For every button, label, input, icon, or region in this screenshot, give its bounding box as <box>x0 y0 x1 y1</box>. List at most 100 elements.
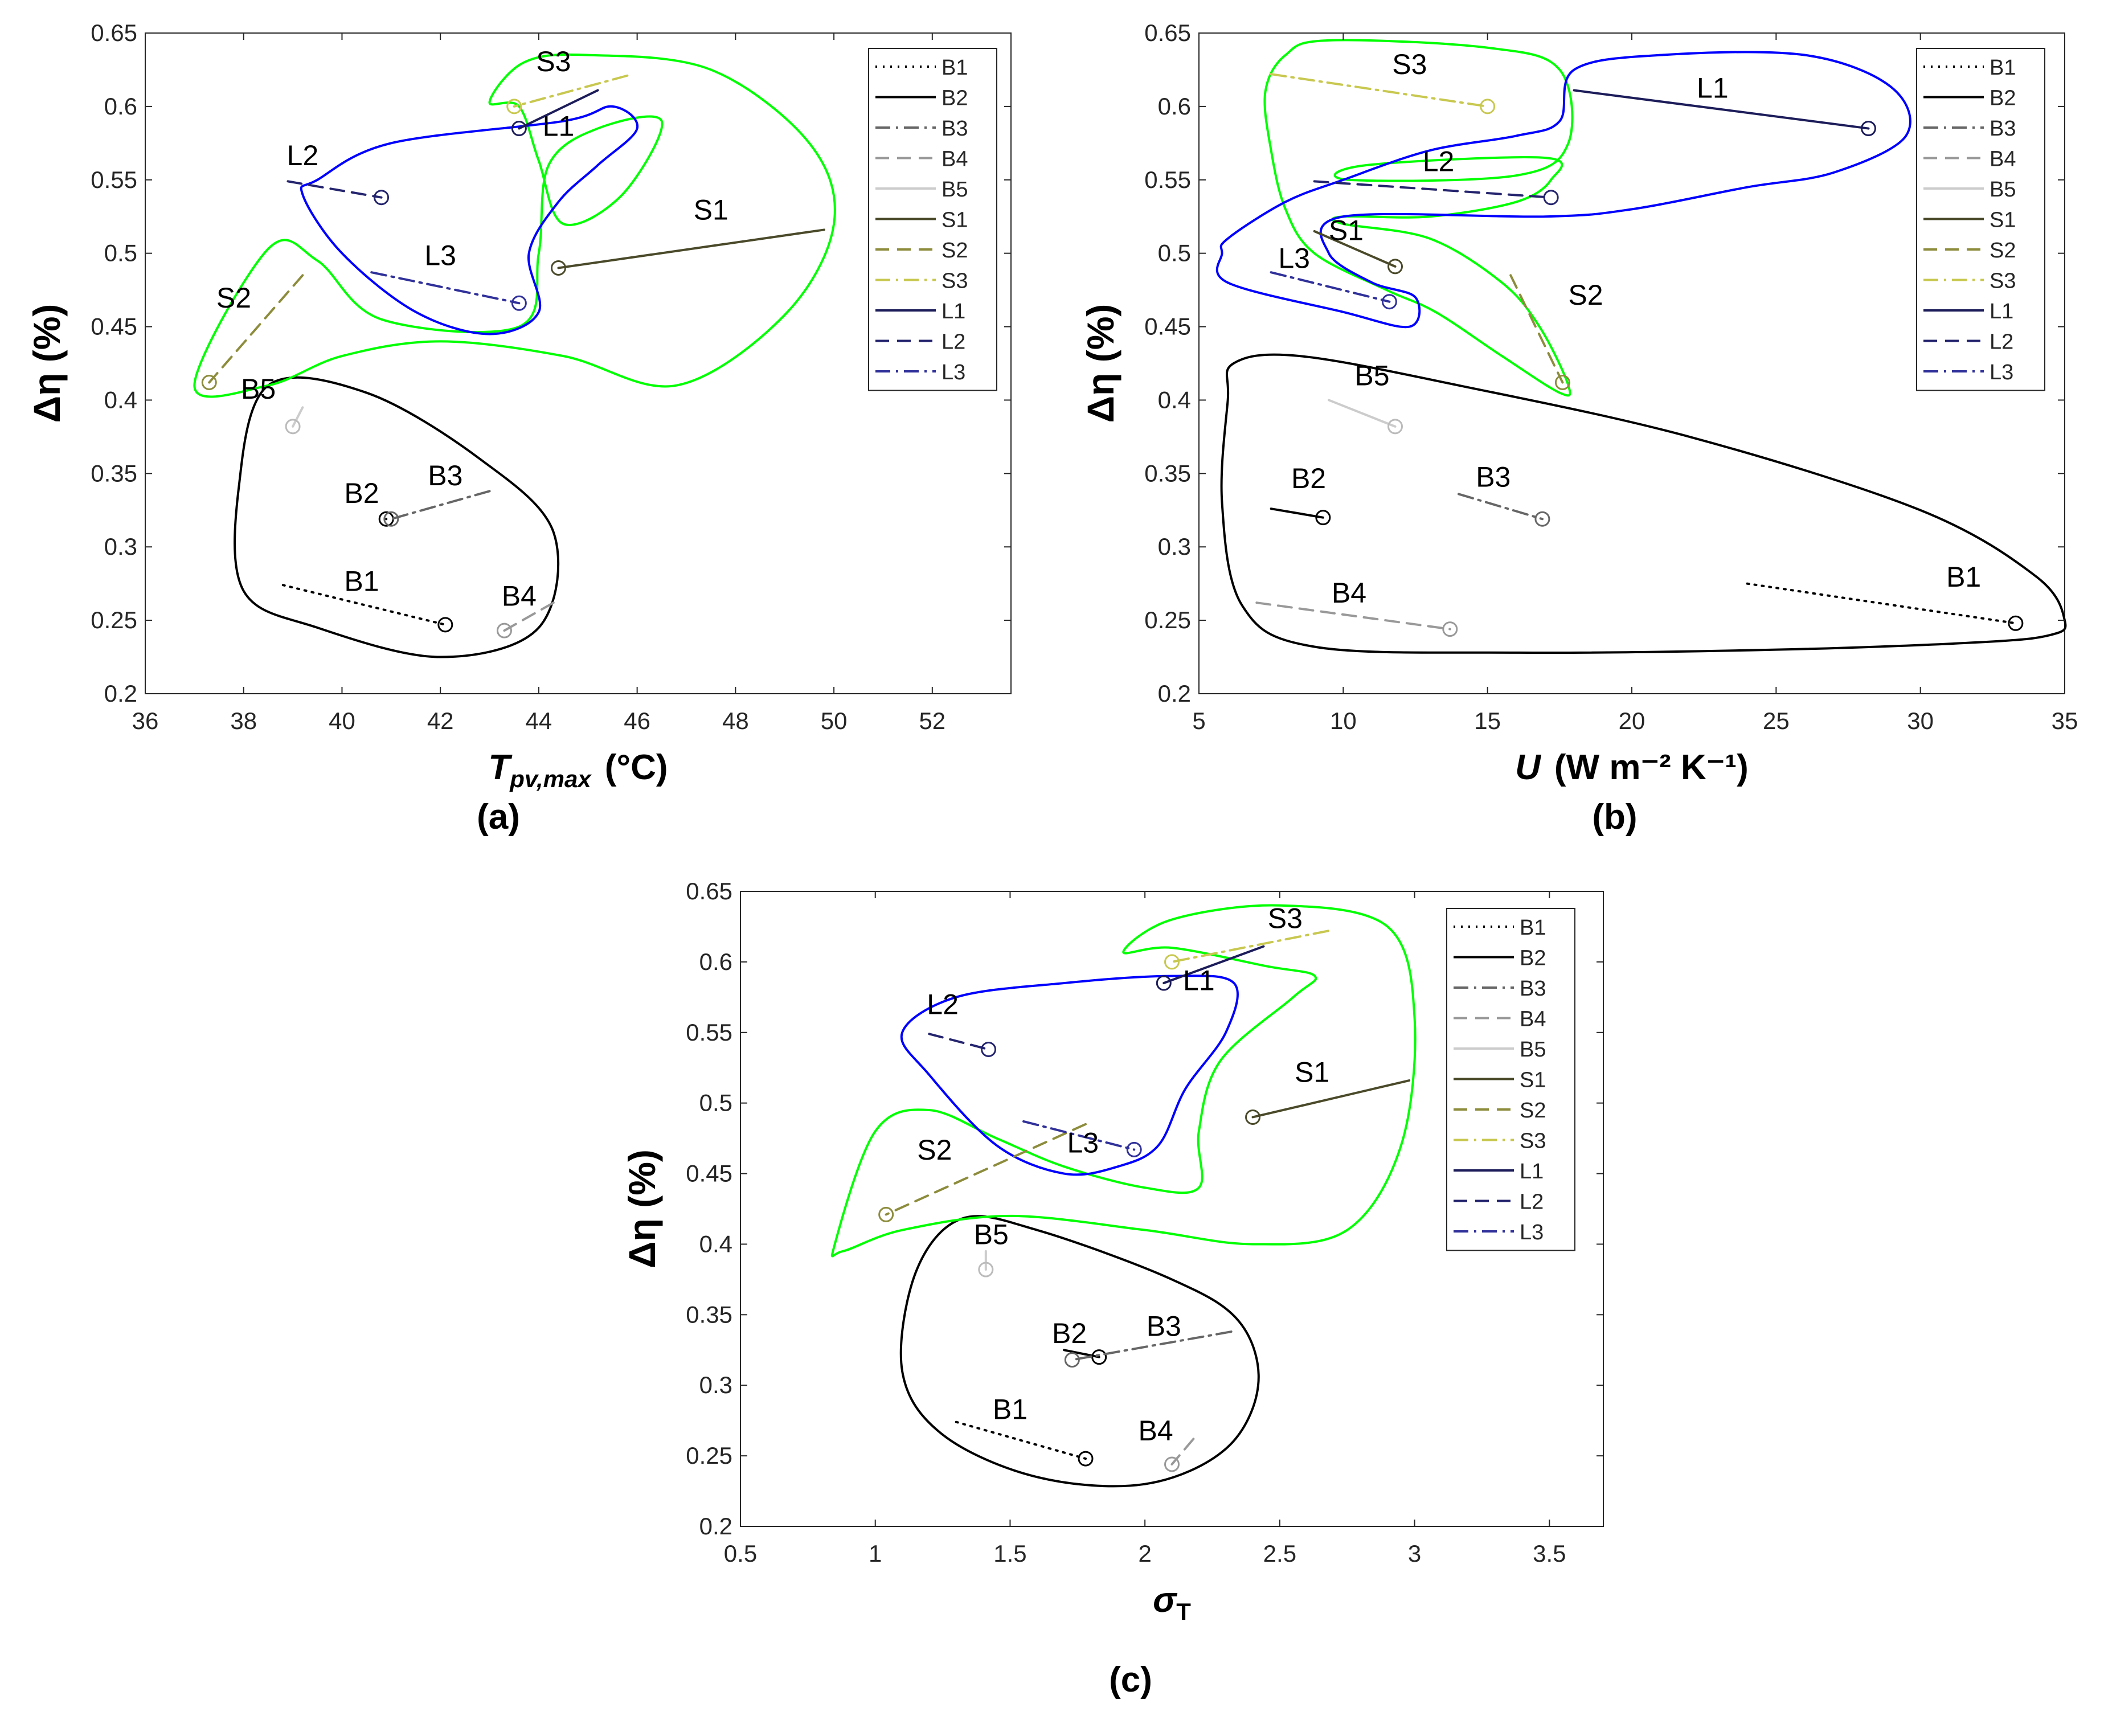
series-label-S1: S1 <box>694 194 728 226</box>
x-tick-label: 50 <box>821 707 848 734</box>
x-tick-label: 46 <box>624 707 650 734</box>
series-label-B5: B5 <box>1354 360 1389 392</box>
y-tick-label: 0.65 <box>686 878 732 904</box>
x-tick-label: 25 <box>1763 707 1790 734</box>
series-line-L2 <box>1313 180 1553 199</box>
x-tick-label: 40 <box>329 707 355 734</box>
series-label-L2: L2 <box>287 140 319 171</box>
y-tick-label: 0.4 <box>104 386 137 413</box>
series-marker-S1 <box>1387 259 1403 275</box>
legend: B1 B2 B3 B4 B5 S1 S2 S3 L1 L2 L3 <box>1446 908 1575 1251</box>
series-label-S3: S3 <box>536 46 571 77</box>
series-marker-B3 <box>1534 511 1550 527</box>
series-label-L2: L2 <box>1423 145 1455 177</box>
series-line-L3 <box>1022 1120 1136 1151</box>
series-label-L2: L2 <box>927 989 959 1021</box>
series-line-B4 <box>503 601 555 632</box>
series-line-B5 <box>1328 399 1397 428</box>
series-marker-L3 <box>1126 1141 1142 1157</box>
y-axis-label: Δη (%) <box>621 1149 663 1268</box>
series-line-S3 <box>1170 930 1330 963</box>
legend-entry-B3: B3 <box>1520 977 1546 1001</box>
y-tick-label: 0.45 <box>1144 313 1191 340</box>
series-marker-S3 <box>506 99 522 114</box>
series-line-S1 <box>557 228 825 269</box>
legend-entry-S3: S3 <box>1520 1129 1546 1153</box>
series-line-L1 <box>1162 945 1265 985</box>
y-tick-label: 0.6 <box>104 93 137 120</box>
y-tick-label: 0.5 <box>699 1090 732 1116</box>
legend-entry-L3: L3 <box>1520 1221 1544 1244</box>
series-line-L1 <box>518 89 599 130</box>
series-marker-L3 <box>511 295 527 311</box>
series-line-L1 <box>1573 89 1870 130</box>
legend-entry-S1: S1 <box>942 208 968 232</box>
y-tick-label: 0.25 <box>1144 607 1191 633</box>
series-label-S2: S2 <box>216 282 251 314</box>
y-tick-label: 0.6 <box>699 948 732 975</box>
y-tick-label: 0.45 <box>91 313 137 340</box>
series-line-B1 <box>1746 582 2017 625</box>
series-label-B3: B3 <box>428 460 462 492</box>
legend-entry-B5: B5 <box>1520 1038 1546 1062</box>
x-tick-label: 1 <box>869 1540 882 1567</box>
y-tick-label: 0.25 <box>91 607 137 633</box>
legend-entry-S1: S1 <box>1990 208 2016 232</box>
group-contour-L <box>1215 51 1911 329</box>
legend-entry-B1: B1 <box>1520 916 1546 940</box>
series-label-S3: S3 <box>1268 902 1303 934</box>
y-tick-label: 0.2 <box>699 1513 732 1540</box>
x-tick-label: 42 <box>427 707 454 734</box>
legend-entry-L1: L1 <box>1520 1160 1544 1184</box>
series-line-L3 <box>370 271 521 305</box>
y-tick-label: 0.35 <box>1144 460 1191 486</box>
legend: B1 B2 B3 B4 B5 S1 S2 S3 L1 L2 L3 <box>1916 48 2045 391</box>
series-marker-B4 <box>496 623 512 638</box>
y-tick-label: 0.2 <box>1158 680 1191 707</box>
series-line-S2 <box>1509 274 1564 384</box>
group-contour-S <box>193 53 836 398</box>
chart-panel-c: 0.5 1 1.5 2 2.5 3 3.5 0.2 0.25 0.3 0.35 0.4 0.45 0.5 0… <box>621 878 1604 1700</box>
series-marker-L2 <box>1543 190 1559 206</box>
series-label-S2: S2 <box>1568 279 1603 311</box>
legend-entry-L3: L3 <box>942 361 965 384</box>
series-marker-B3 <box>1064 1352 1080 1368</box>
series-line-L2 <box>286 180 383 199</box>
series-label-L1: L1 <box>1697 72 1729 104</box>
group-contour-B <box>899 1215 1260 1488</box>
series-line-S3 <box>513 74 629 108</box>
series-marker-L3 <box>1381 294 1397 310</box>
chart-panel-b: 5 10 15 20 25 30 35 0.2 0.25 0.3 0.35 0.4 0.45 0.5 0.5… <box>1079 19 2078 837</box>
legend-entry-B3: B3 <box>1990 117 2016 141</box>
x-tick-label: 5 <box>1192 707 1205 734</box>
series-marker-B4 <box>1164 1456 1180 1472</box>
legend-entry-B5: B5 <box>1990 178 2016 202</box>
series-marker-B5 <box>978 1262 994 1278</box>
y-tick-label: 0.65 <box>91 19 137 46</box>
legend-entry-S2: S2 <box>1990 239 2016 263</box>
x-tick-label: 10 <box>1330 707 1357 734</box>
series-marker-B1 <box>2008 615 2024 631</box>
series-marker-L1 <box>1156 975 1172 991</box>
series-line-B3 <box>1458 493 1544 521</box>
legend-entry-B2: B2 <box>1990 87 2016 110</box>
series-line-S2 <box>208 274 304 384</box>
x-tick-label: 2.5 <box>1263 1540 1296 1567</box>
panel-label: (c) <box>1109 1660 1152 1700</box>
series-marker-L2 <box>374 190 390 206</box>
legend-entry-B1: B1 <box>942 56 968 80</box>
legend-entry-B2: B2 <box>1520 947 1546 971</box>
legend-entry-S3: S3 <box>942 269 968 293</box>
series-label-B1: B1 <box>993 1394 1028 1426</box>
series-marker-B3 <box>383 511 399 527</box>
legend-entry-L2: L2 <box>1990 330 2013 354</box>
legend-entry-S1: S1 <box>1520 1068 1546 1092</box>
y-tick-label: 0.35 <box>686 1301 732 1328</box>
x-tick-label: 2 <box>1138 1540 1151 1567</box>
legend-entry-B1: B1 <box>1990 56 2016 80</box>
series-line-B2 <box>1270 507 1324 519</box>
series-marker-B1 <box>437 617 453 633</box>
x-tick-label: 36 <box>132 707 159 734</box>
series-line-L2 <box>928 1033 990 1051</box>
y-tick-label: 0.55 <box>91 166 137 193</box>
